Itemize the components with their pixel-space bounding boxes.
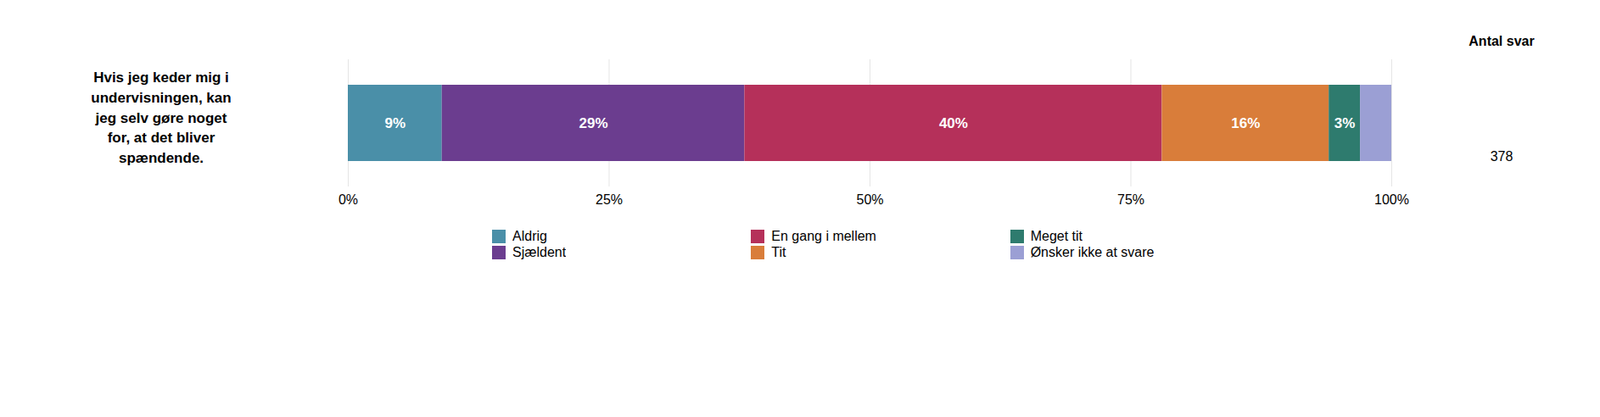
- svg-text:16%: 16%: [1230, 115, 1260, 132]
- svg-text:50%: 50%: [855, 192, 884, 207]
- svg-text:3%: 3%: [1334, 115, 1356, 132]
- svg-text:0%: 0%: [338, 192, 359, 207]
- svg-text:100%: 100%: [1374, 192, 1410, 207]
- svg-text:25%: 25%: [595, 192, 623, 207]
- html-text:Hvis jeg keder mig i undervisn: Hvis jeg keder mig i undervisningen, kan…: [91, 69, 232, 167]
- svg-text:9%: 9%: [385, 115, 407, 132]
- html-text:378: 378: [1490, 149, 1513, 164]
- html-text:Ønsker ikke at svare: Ønsker ikke at svare: [1030, 245, 1155, 260]
- svg-text:29%: 29%: [579, 115, 609, 132]
- html-text:Aldrig: Aldrig: [512, 229, 548, 244]
- html-text:Meget tit: Meget tit: [1030, 229, 1083, 244]
- html-text:En gang i mellem: En gang i mellem: [771, 229, 877, 244]
- svg-text:75%: 75%: [1117, 192, 1145, 207]
- html-text:Antal svar: Antal svar: [1468, 33, 1535, 49]
- html-text:Tit: Tit: [771, 245, 787, 260]
- svg-text:40%: 40%: [939, 115, 968, 132]
- html-text:Sjældent: Sjældent: [512, 245, 567, 260]
